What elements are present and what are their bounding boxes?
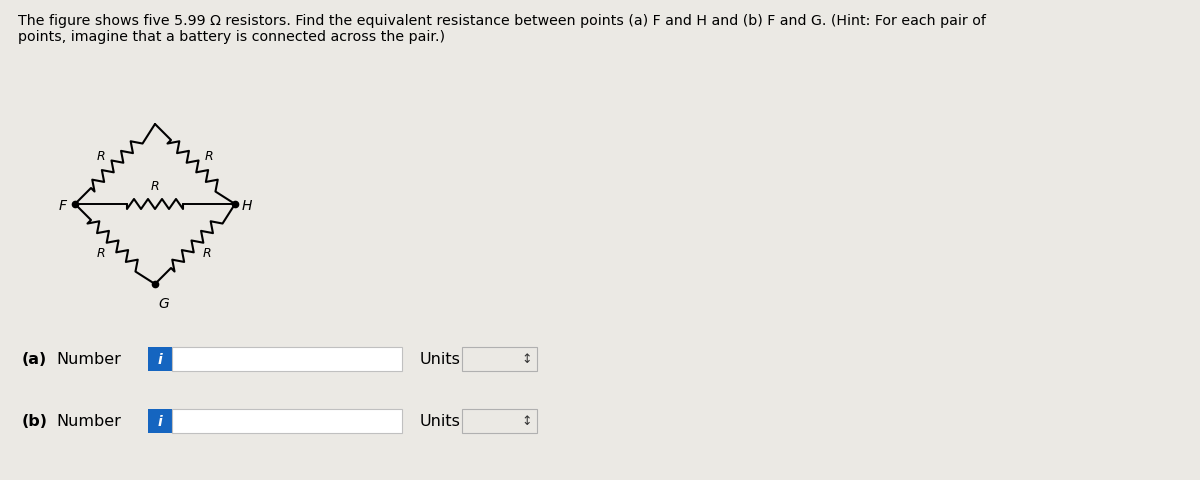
Text: Number: Number xyxy=(56,414,121,429)
Text: R: R xyxy=(203,247,211,260)
Text: H: H xyxy=(242,199,252,213)
Text: F: F xyxy=(59,199,67,213)
FancyBboxPatch shape xyxy=(172,409,402,433)
Text: Units: Units xyxy=(420,352,461,367)
Text: i: i xyxy=(157,352,162,366)
FancyBboxPatch shape xyxy=(462,347,538,371)
Text: (a): (a) xyxy=(22,352,47,367)
Text: Number: Number xyxy=(56,352,121,367)
Text: The figure shows five 5.99 Ω resistors. Find the equivalent resistance between p: The figure shows five 5.99 Ω resistors. … xyxy=(18,14,986,28)
Text: (b): (b) xyxy=(22,414,48,429)
Text: points, imagine that a battery is connected across the pair.): points, imagine that a battery is connec… xyxy=(18,30,445,44)
Text: ↕: ↕ xyxy=(522,353,533,366)
FancyBboxPatch shape xyxy=(172,347,402,371)
FancyBboxPatch shape xyxy=(148,409,172,433)
Text: G: G xyxy=(158,296,169,311)
Text: R: R xyxy=(151,180,160,192)
Text: R: R xyxy=(96,150,106,163)
Text: ↕: ↕ xyxy=(522,415,533,428)
Text: Units: Units xyxy=(420,414,461,429)
FancyBboxPatch shape xyxy=(148,347,172,371)
Text: i: i xyxy=(157,414,162,428)
Text: R: R xyxy=(205,150,214,163)
FancyBboxPatch shape xyxy=(462,409,538,433)
Text: R: R xyxy=(96,247,106,260)
